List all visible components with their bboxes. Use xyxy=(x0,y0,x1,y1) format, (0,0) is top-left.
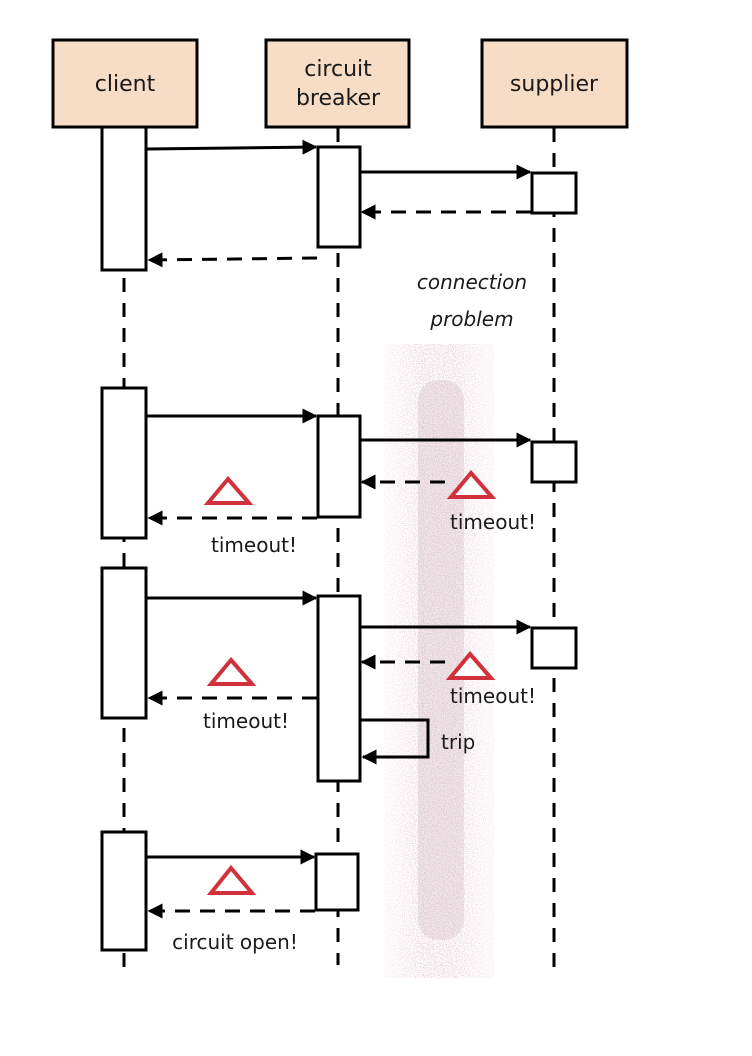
request-arrow xyxy=(146,139,318,155)
warning-triangle-icon xyxy=(206,864,257,895)
participant-supplier: supplier xyxy=(480,38,629,129)
timeout-label: timeout! xyxy=(450,510,536,534)
participant-label: client xyxy=(95,72,156,97)
client-activation xyxy=(100,386,148,540)
timeout-label: timeout! xyxy=(450,684,536,708)
warning-triangle-icon xyxy=(203,475,254,505)
breaker-activation xyxy=(316,145,362,249)
breaker-activation xyxy=(314,852,360,912)
supplier-activation xyxy=(530,171,578,215)
timeout-label: timeout! xyxy=(203,709,289,733)
participant-label: breaker xyxy=(296,86,381,111)
participant-label: supplier xyxy=(510,72,599,97)
participant-client: client xyxy=(51,38,199,129)
connection-problem-label: problem xyxy=(429,307,513,331)
warning-triangle-icon xyxy=(445,650,496,680)
circuit-open-label: circuit open! xyxy=(172,930,298,954)
warning-triangle-icon xyxy=(206,656,257,686)
breaker-activation xyxy=(316,594,362,783)
response-arrow xyxy=(147,252,318,268)
client-activation xyxy=(100,830,148,952)
participant-circuit-breaker: circuit breaker xyxy=(264,38,411,129)
connection-problem-label: connection xyxy=(417,270,527,294)
supplier-activation xyxy=(530,626,578,670)
trip-label: trip xyxy=(441,730,475,754)
client-activation xyxy=(100,125,148,272)
supplier-activation xyxy=(530,440,578,484)
participant-label: circuit xyxy=(304,57,372,82)
client-activation xyxy=(100,566,148,720)
warning-triangle-icon xyxy=(446,469,497,499)
breaker-activation xyxy=(316,414,362,519)
timeout-label: timeout! xyxy=(211,533,297,557)
trip-self-arrow xyxy=(361,718,430,765)
